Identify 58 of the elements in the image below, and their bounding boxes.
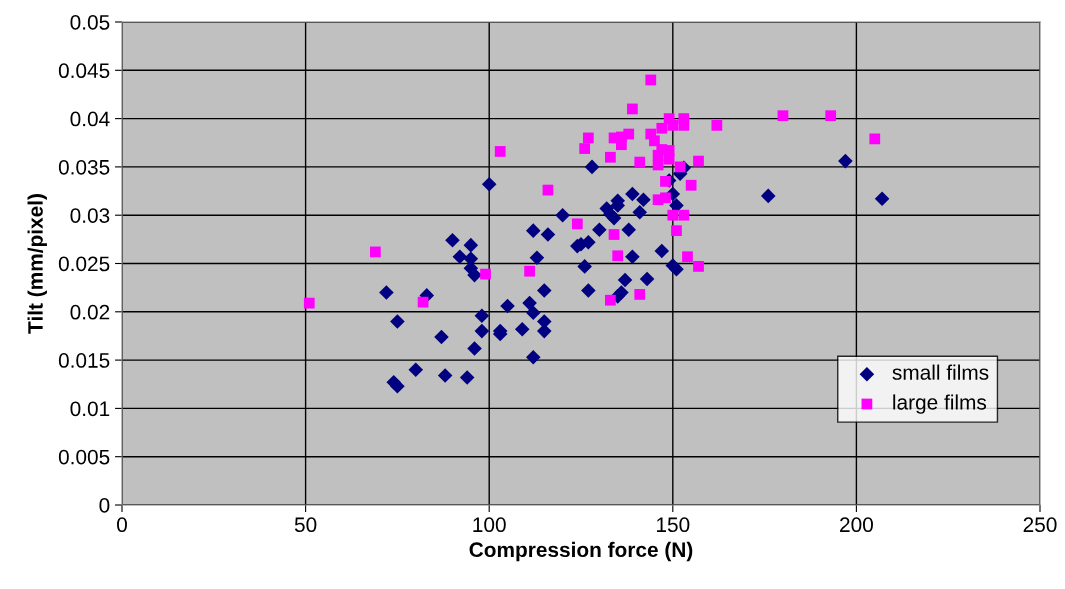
point — [649, 135, 660, 147]
point — [685, 179, 697, 191]
point — [417, 296, 429, 308]
point — [645, 74, 657, 86]
point — [627, 103, 638, 115]
y-tick-label: 0.005 — [58, 449, 110, 465]
x-axis-title: Compression force (N) — [469, 541, 693, 562]
legend-label: small films — [892, 364, 989, 380]
point — [623, 128, 635, 140]
x-tick-label: 250 — [1023, 517, 1057, 533]
point — [656, 122, 668, 134]
point — [671, 225, 682, 237]
point — [579, 143, 591, 154]
point — [663, 145, 675, 156]
legend-label: large films — [893, 394, 987, 414]
point — [303, 297, 315, 309]
y-tick-label: 0.015 — [58, 353, 110, 368]
point — [825, 110, 837, 122]
point — [678, 209, 690, 221]
y-tick-label: 0.01 — [70, 401, 110, 417]
x-tick-label: 100 — [473, 517, 506, 533]
x-tick-label: 50 — [294, 517, 317, 533]
y-tick-label: 0.02 — [70, 304, 110, 320]
point — [660, 192, 671, 204]
y-tick-label: 0.05 — [70, 15, 110, 30]
point — [667, 119, 679, 131]
point — [494, 146, 506, 157]
point — [777, 110, 789, 122]
x-tick-label: 200 — [840, 517, 873, 533]
y-tick-label: 0.025 — [58, 256, 110, 272]
y-tick-label: 0.04 — [70, 111, 110, 127]
point — [605, 151, 616, 163]
point — [869, 133, 881, 145]
point — [605, 294, 616, 306]
point — [480, 268, 491, 280]
point — [582, 132, 594, 144]
point — [369, 246, 381, 258]
point — [634, 156, 646, 168]
point — [571, 218, 583, 230]
y-tick-label: 0.045 — [58, 63, 110, 79]
point — [693, 155, 704, 167]
point — [667, 209, 679, 221]
y-axis-title: Tilt (mm/pixel) — [27, 194, 47, 334]
point — [693, 261, 704, 272]
point — [682, 251, 693, 263]
y-tick-label: 0.03 — [70, 208, 110, 223]
point — [608, 229, 620, 240]
point — [678, 113, 690, 124]
point — [612, 250, 624, 262]
point — [634, 289, 646, 300]
x-tick-label: 0 — [117, 517, 127, 533]
point — [524, 265, 535, 277]
y-tick-label: 0 — [99, 498, 110, 513]
point — [674, 161, 686, 173]
y-tick-label: 0.035 — [58, 159, 110, 175]
x-tick-label: 150 — [657, 517, 690, 533]
point — [660, 176, 671, 187]
point — [711, 119, 723, 131]
